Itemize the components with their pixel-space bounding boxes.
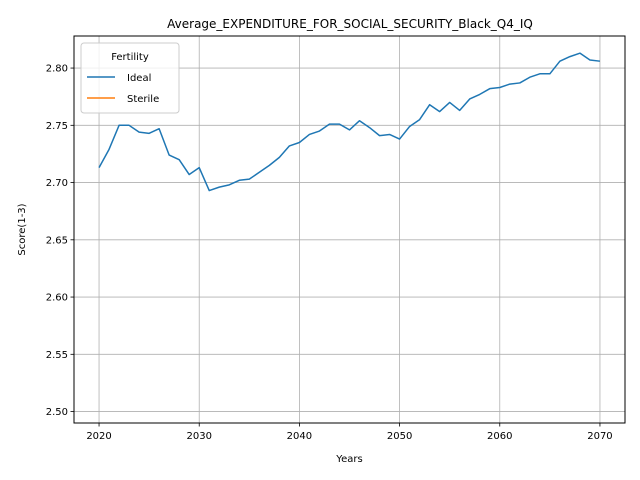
y-tick-label: 2.75	[46, 121, 68, 132]
series-line-ideal	[98, 52, 601, 192]
grid	[74, 36, 625, 423]
legend: Fertility Ideal Sterile	[80, 42, 180, 114]
y-tick-label: 2.55	[46, 350, 68, 361]
legend-label-sterile: Sterile	[127, 94, 159, 105]
ticks: 2020 2030 2040 2050 2060 2070 2.50 2.55 2.60 2.65…	[46, 64, 613, 442]
y-tick-label: 2.80	[46, 64, 68, 75]
legend-label-ideal: Ideal	[127, 73, 151, 84]
y-tick-label: 2.50	[46, 407, 68, 418]
y-tick-label: 2.60	[46, 293, 68, 304]
x-tick-label: 2020	[86, 431, 111, 442]
x-tick-label: 2030	[187, 431, 212, 442]
y-axis-label: Score(1-3)	[17, 203, 28, 255]
y-tick-label: 2.65	[46, 235, 68, 246]
x-tick-label: 2050	[387, 431, 412, 442]
x-axis-label: Years	[335, 454, 362, 465]
x-tick-label: 2060	[487, 431, 512, 442]
x-tick-label: 2040	[287, 431, 312, 442]
legend-box	[80, 42, 180, 114]
plot-frame	[73, 35, 626, 424]
chart-title: Average_EXPENDITURE_FOR_SOCIAL_SECURITY_…	[167, 17, 533, 31]
y-tick-label: 2.70	[46, 178, 68, 189]
x-tick-label: 2070	[587, 431, 612, 442]
legend-title: Fertility	[111, 52, 149, 63]
series-layer	[98, 52, 601, 192]
